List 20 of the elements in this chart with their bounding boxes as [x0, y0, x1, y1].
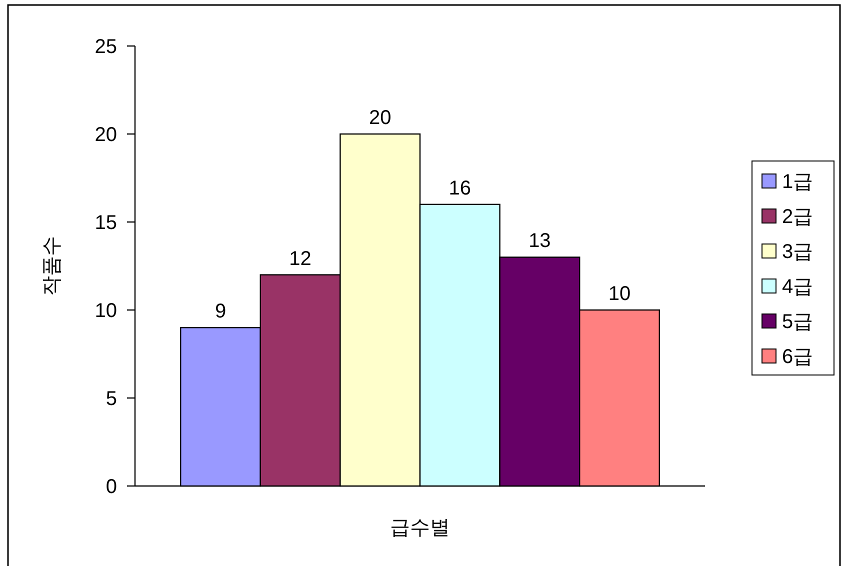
data-label: 16 — [448, 177, 472, 200]
y-tick-label: 10 — [94, 300, 117, 322]
y-tick-label: 25 — [94, 36, 117, 58]
y-tick-label: 5 — [106, 388, 117, 410]
legend-label: 4급 — [782, 276, 814, 298]
legend-label: 6급 — [782, 346, 814, 368]
x-axis-title: 급수별 — [390, 517, 450, 539]
data-label: 20 — [368, 107, 392, 129]
data-label: 10 — [608, 283, 631, 305]
y-tick-label: 20 — [94, 124, 117, 146]
y-axis-title: 작품수 — [41, 236, 63, 296]
y-tick-label: 0 — [106, 476, 117, 498]
legend-label: 2급 — [782, 206, 814, 228]
legend-label: 5급 — [782, 311, 814, 333]
data-label: 12 — [289, 248, 312, 270]
legend-label: 3급 — [782, 241, 814, 263]
legend-label: 1급 — [782, 171, 814, 193]
data-label: 9 — [214, 300, 226, 323]
data-label: 13 — [528, 230, 551, 252]
y-tick-label: 15 — [94, 212, 117, 234]
